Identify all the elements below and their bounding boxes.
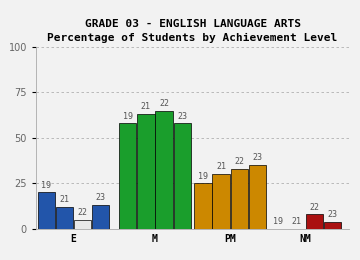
Text: 19: 19 <box>273 217 283 226</box>
Text: 23: 23 <box>96 193 106 202</box>
Bar <box>74 220 91 229</box>
Bar <box>306 214 323 229</box>
Bar <box>194 183 212 229</box>
Bar <box>212 174 230 229</box>
Text: 21: 21 <box>141 102 151 111</box>
Text: 19: 19 <box>198 172 208 180</box>
Text: 23: 23 <box>177 112 187 120</box>
Bar <box>231 169 248 229</box>
Bar <box>92 205 109 229</box>
Text: 23: 23 <box>252 153 262 162</box>
Text: 19: 19 <box>123 112 133 120</box>
Bar <box>249 165 266 229</box>
Bar <box>56 207 73 229</box>
Text: 22: 22 <box>234 157 244 166</box>
Text: 21: 21 <box>59 195 69 204</box>
Text: 21: 21 <box>216 162 226 172</box>
Bar <box>156 110 173 229</box>
Bar <box>38 192 55 229</box>
Text: 22: 22 <box>310 203 319 212</box>
Bar <box>119 123 136 229</box>
Bar <box>324 222 341 229</box>
Title: GRADE 03 - ENGLISH LANGUAGE ARTS
Percentage of Students by Achievement Level: GRADE 03 - ENGLISH LANGUAGE ARTS Percent… <box>48 19 338 43</box>
Text: 22: 22 <box>78 208 88 217</box>
Bar <box>137 114 154 229</box>
Text: 23: 23 <box>328 210 338 219</box>
Text: 22: 22 <box>159 99 169 108</box>
Text: 21: 21 <box>291 217 301 226</box>
Bar <box>174 123 191 229</box>
Text: 19: 19 <box>41 181 51 190</box>
